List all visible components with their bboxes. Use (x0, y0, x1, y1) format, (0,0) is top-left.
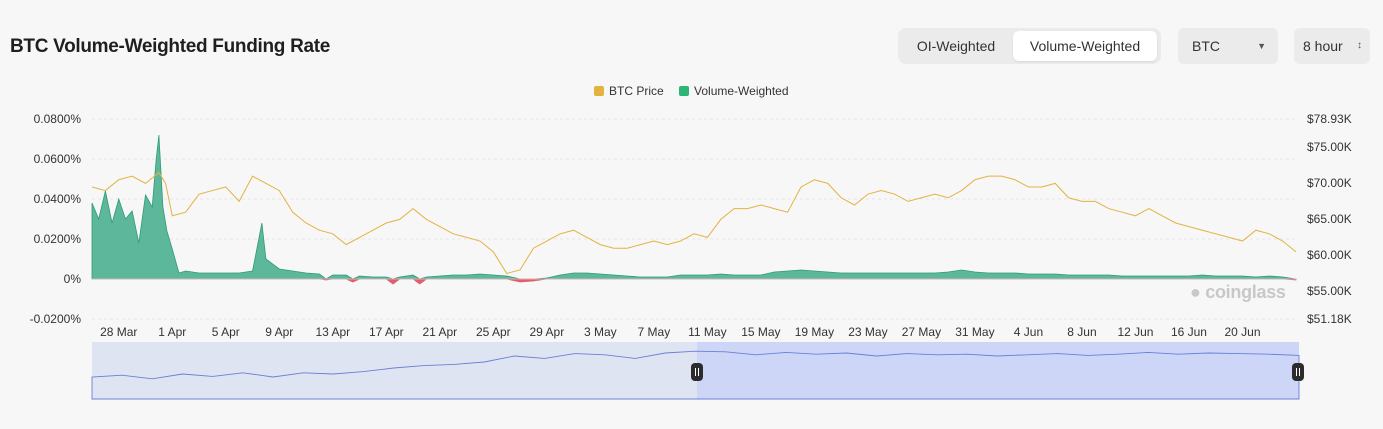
legend-label-price: BTC Price (609, 84, 664, 98)
page-title: BTC Volume-Weighted Funding Rate (10, 36, 331, 57)
x-axis-tick-label: 9 Apr (265, 325, 294, 339)
x-axis-tick-label: 20 Jun (1224, 325, 1261, 339)
x-axis-tick-label: 17 Apr (368, 325, 404, 339)
x-axis-tick-label: 19 May (794, 325, 835, 339)
interval-select[interactable]: 8 hour ↕ (1294, 28, 1370, 64)
watermark-text: coinglass (1205, 282, 1286, 302)
x-axis-tick-label: 11 May (688, 325, 727, 339)
volume-weighted-tab[interactable]: Volume-Weighted (1013, 31, 1157, 61)
right-axis-tick-label: $60.00K (1307, 248, 1352, 263)
x-axis-tick-label: 31 May (955, 325, 995, 339)
x-axis-tick-label: 1 Apr (158, 325, 187, 339)
price-line (91, 171, 1297, 275)
right-axis-tick-label: $55.00K (1307, 284, 1352, 299)
left-axis-tick-label: 0.0200% (33, 232, 81, 246)
watermark: ● coinglass (1190, 282, 1286, 303)
right-axis-tick-label: $51.18K (1307, 312, 1352, 326)
x-axis-tick-label: 5 Apr (211, 325, 240, 339)
x-axis-tick-label: 15 May (741, 325, 781, 339)
left-axis-tick-label: -0.0200% (29, 312, 81, 326)
right-axis-tick-label: $70.00K (1307, 176, 1352, 191)
x-axis-tick-label: 16 Jun (1170, 325, 1207, 339)
caret-down-icon: ▼ (1257, 41, 1266, 51)
coinglass-logo-icon: ● (1190, 282, 1201, 302)
navigator-right-handle[interactable] (1292, 363, 1304, 381)
x-axis-tick-label: 12 Jun (1117, 325, 1154, 339)
oi-weighted-tab[interactable]: OI-Weighted (916, 38, 996, 54)
navigator-left-handle[interactable] (691, 363, 703, 381)
x-axis-tick-label: 21 Apr (422, 325, 458, 339)
chart-legend: BTC Price Volume-Weighted (594, 84, 801, 100)
x-axis-tick-label: 13 Apr (315, 325, 351, 339)
x-axis-tick-label: 28 Mar (100, 325, 138, 339)
left-axis-tick-label: 0.0800% (33, 112, 81, 126)
right-axis-tick-label: $75.00K (1307, 140, 1352, 155)
legend-item-funding[interactable]: Volume-Weighted (679, 84, 789, 98)
right-axis-tick-label: $78.93K (1307, 112, 1352, 126)
legend-label-funding: Volume-Weighted (694, 84, 789, 98)
right-axis-tick-label: $65.00K (1307, 212, 1352, 227)
legend-swatch-funding (679, 86, 690, 96)
interval-select-value: 8 hour (1303, 38, 1343, 54)
x-axis-tick-label: 27 May (901, 325, 942, 339)
navigator-selected-range (697, 342, 1299, 399)
funding-area-positive (91, 134, 1297, 280)
x-axis-tick-label: 29 Apr (529, 325, 565, 339)
legend-item-price[interactable]: BTC Price (594, 84, 664, 98)
weighting-toggle: OI-Weighted Volume-Weighted (898, 28, 1161, 64)
x-axis-tick-label: 4 Jun (1013, 325, 1044, 339)
navigator-line (91, 350, 1300, 400)
x-axis-tick-label: 8 Jun (1067, 325, 1097, 339)
x-axis-tick-label: 23 May (848, 325, 888, 339)
legend-swatch-price (594, 86, 604, 96)
x-axis-tick-label: 3 May (584, 325, 617, 339)
coin-select[interactable]: BTC ▼ (1178, 28, 1278, 64)
left-axis-tick-label: 0.0600% (33, 152, 81, 166)
x-axis-tick-label: 25 Apr (475, 325, 511, 339)
x-axis-tick-label: 7 May (637, 325, 671, 339)
coin-select-value: BTC (1192, 38, 1220, 54)
left-axis-tick-label: 0% (63, 272, 81, 286)
funding-area-negative (92, 278, 1297, 285)
up-down-chevron-icon: ↕ (1357, 40, 1362, 51)
left-axis-tick-label: 0.0400% (33, 192, 81, 206)
